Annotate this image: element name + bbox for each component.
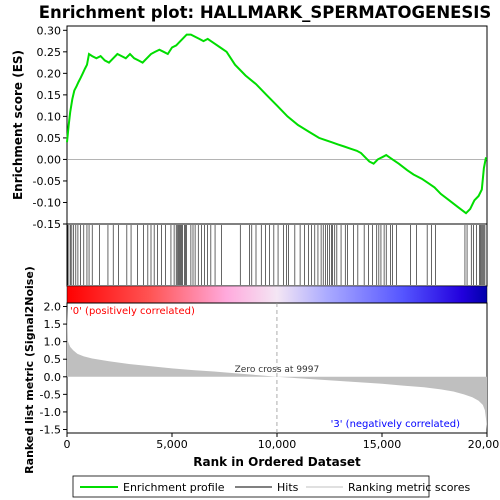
positive-correlation-label: '0' (positively correlated) [70, 306, 195, 317]
es-y-tick-label: 0.25 [37, 46, 62, 59]
ranking-metric-panel: Zero cross at 9997 '0' (positively corre… [23, 266, 488, 474]
rank-y-axis-label: Ranked list metric (Signal2Noise) [23, 266, 36, 474]
es-y-axis-label: Enrichment score (ES) [11, 50, 25, 200]
es-y-tick-label: 0.15 [37, 89, 62, 102]
es-y-tick-label: -0.05 [33, 175, 61, 188]
enrichment-profile-line [66, 33, 487, 215]
negative-correlation-label: '3' (negatively correlated) [331, 419, 460, 430]
x-tick-label: 10,000 [258, 438, 297, 451]
legend-hits-label: Hits [277, 481, 299, 494]
legend-enrichment-label: Enrichment profile [123, 481, 225, 494]
rank-y-tick-label: 1.5 [44, 318, 62, 331]
gradient-strip [66, 285, 488, 304]
rank-y-tick-label: 0.0 [44, 371, 62, 384]
es-y-tick-label: 0.30 [37, 24, 62, 37]
rank-y-tick-label: -1.0 [40, 406, 61, 419]
es-y-tick-label: -0.10 [33, 196, 61, 209]
es-y-tick-label: 0.10 [37, 110, 62, 123]
rank-y-tick-label: 1.0 [44, 336, 62, 349]
x-tick-label: 20,000 [468, 438, 500, 451]
x-axis: 0 5,000 10,000 15,000 20,000 [64, 433, 500, 451]
x-axis-label: Rank in Ordered Dataset [193, 455, 361, 469]
x-tick-label: 15,000 [363, 438, 402, 451]
es-plot-area [66, 25, 488, 225]
rank-y-tick-label: 0.5 [44, 353, 62, 366]
rank-y-tick-label: -0.5 [40, 388, 61, 401]
legend-ranking-label: Ranking metric scores [348, 481, 470, 494]
es-y-tick-label: 0.20 [37, 67, 62, 80]
chart-title: Enrichment plot: HALLMARK_SPERMATOGENESI… [39, 3, 492, 22]
enrichment-score-panel: 0.30 0.25 0.20 0.15 0.10 0.05 0.00 -0.05 -0.10 -0… [11, 24, 488, 231]
legend: Enrichment profile Hits Ranking metric s… [72, 475, 470, 498]
es-y-tick-label: 0.00 [37, 153, 62, 166]
x-tick-label: 0 [64, 438, 71, 451]
rank-y-tick-label: 2.0 [44, 301, 62, 314]
zero-cross-label: Zero cross at 9997 [235, 365, 320, 375]
x-tick-label: 5,000 [156, 438, 188, 451]
rank-y-tick-label: -1.5 [40, 423, 61, 436]
hits-area [66, 223, 488, 287]
ranked-gradient-bar [66, 285, 488, 304]
ranking-metric-area [67, 308, 487, 430]
hits-panel [66, 223, 488, 287]
es-y-tick-label: 0.05 [37, 132, 62, 145]
es-y-tick-label: -0.15 [33, 218, 61, 231]
